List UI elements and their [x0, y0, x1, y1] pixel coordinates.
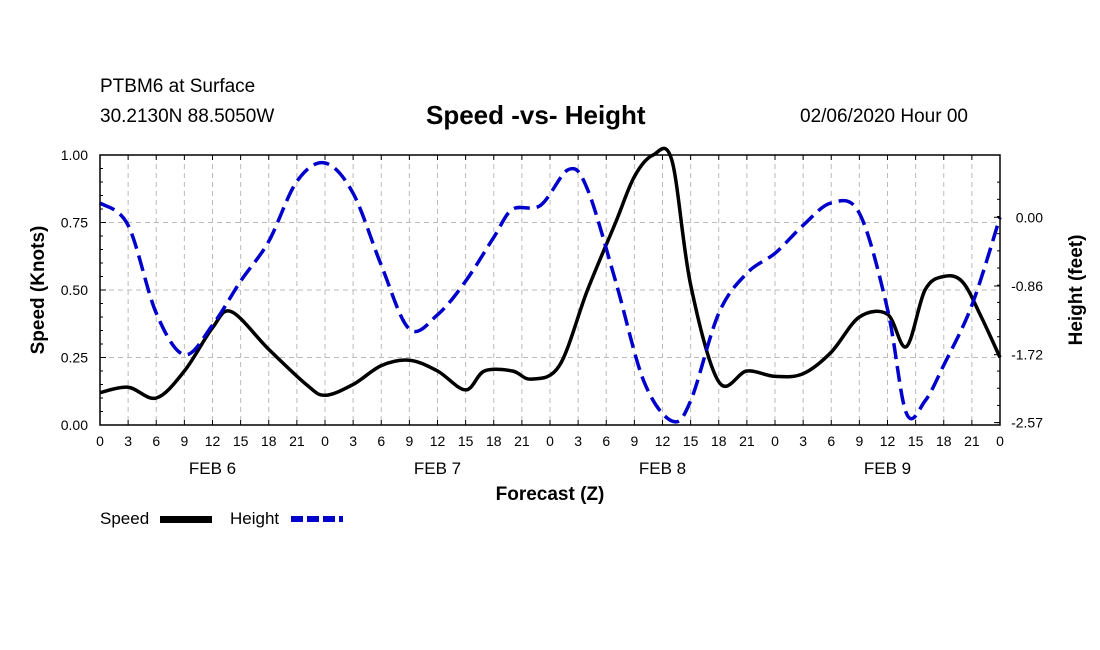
date-label: FEB 7 [414, 459, 461, 478]
x-tick-label: 3 [349, 433, 357, 449]
y2-tick-label: -2.57 [1011, 415, 1043, 431]
legend-height-label: Height [230, 509, 280, 528]
y-tick-label: 0.00 [61, 417, 88, 433]
x-tick-label: 15 [233, 433, 249, 449]
date-label: FEB 9 [864, 459, 911, 478]
x-tick-label: 21 [289, 433, 305, 449]
y-tick-label: 1.00 [61, 147, 88, 163]
y-axis-label: Speed (Knots) [28, 226, 49, 355]
x-tick-label: 18 [711, 433, 727, 449]
y2-tick-label: -1.72 [1011, 347, 1043, 363]
date-label: FEB 8 [639, 459, 686, 478]
grid-layer [100, 155, 1000, 425]
x-tick-label: 9 [180, 433, 188, 449]
x-tick-label: 15 [908, 433, 924, 449]
x-tick-label: 0 [771, 433, 779, 449]
height-series-line [98, 160, 1002, 424]
x-tick-label: 12 [205, 433, 221, 449]
chart-title: Speed -vs- Height [426, 100, 646, 130]
x-tick-label: 21 [964, 433, 980, 449]
x-tick-label: 6 [152, 433, 160, 449]
y2-tick-label: 0.00 [1016, 209, 1043, 225]
legend-height-swatch [291, 516, 343, 522]
y-tick-label: 0.50 [61, 282, 88, 298]
x-tick-label: 12 [880, 433, 896, 449]
y2-axis-label: Height (feet) [1066, 235, 1087, 346]
x-tick-label: 9 [405, 433, 413, 449]
x-tick-label: 0 [96, 433, 104, 449]
station-coordinates: 30.2130N 88.5050W [100, 106, 275, 127]
x-tick-label: 21 [739, 433, 755, 449]
x-tick-label: 12 [655, 433, 671, 449]
x-tick-label: 21 [514, 433, 530, 449]
x-tick-label: 6 [827, 433, 835, 449]
x-tick-label: 0 [321, 433, 329, 449]
legend-speed-swatch [160, 516, 212, 523]
y-tick-label: 0.75 [61, 215, 88, 231]
x-tick-label: 9 [855, 433, 863, 449]
date-label: FEB 6 [189, 459, 236, 478]
x-tick-label: 18 [486, 433, 502, 449]
x-tick-label: 15 [683, 433, 699, 449]
x-tick-label: 6 [377, 433, 385, 449]
speed-series-line [99, 146, 1002, 401]
x-tick-label: 0 [546, 433, 554, 449]
y2-tick-label: -0.86 [1011, 278, 1043, 294]
x-tick-label: 18 [936, 433, 952, 449]
x-tick-label: 6 [602, 433, 610, 449]
legend-speed-label: Speed [100, 509, 150, 528]
forecast-datetime: 02/06/2020 Hour 00 [800, 106, 968, 127]
x-tick-label: 3 [124, 433, 132, 449]
x-tick-label: 9 [630, 433, 638, 449]
x-axis-label: Forecast (Z) [496, 484, 605, 505]
series-layer [98, 146, 1002, 424]
x-tick-label: 0 [996, 433, 1004, 449]
x-tick-label: 3 [799, 433, 807, 449]
x-tick-label: 18 [261, 433, 277, 449]
y-tick-label: 0.25 [61, 350, 88, 366]
x-tick-label: 15 [458, 433, 474, 449]
station-title: PTBM6 at Surface [100, 76, 256, 97]
x-tick-label: 3 [574, 433, 582, 449]
axis-layer: 0 3 6 9 12 15 18 21 0 3 6 9 12 15 18 21 0 3 6 9 12 15 18 21 0 3 6 9… [61, 147, 1043, 478]
x-tick-label: 12 [430, 433, 446, 449]
